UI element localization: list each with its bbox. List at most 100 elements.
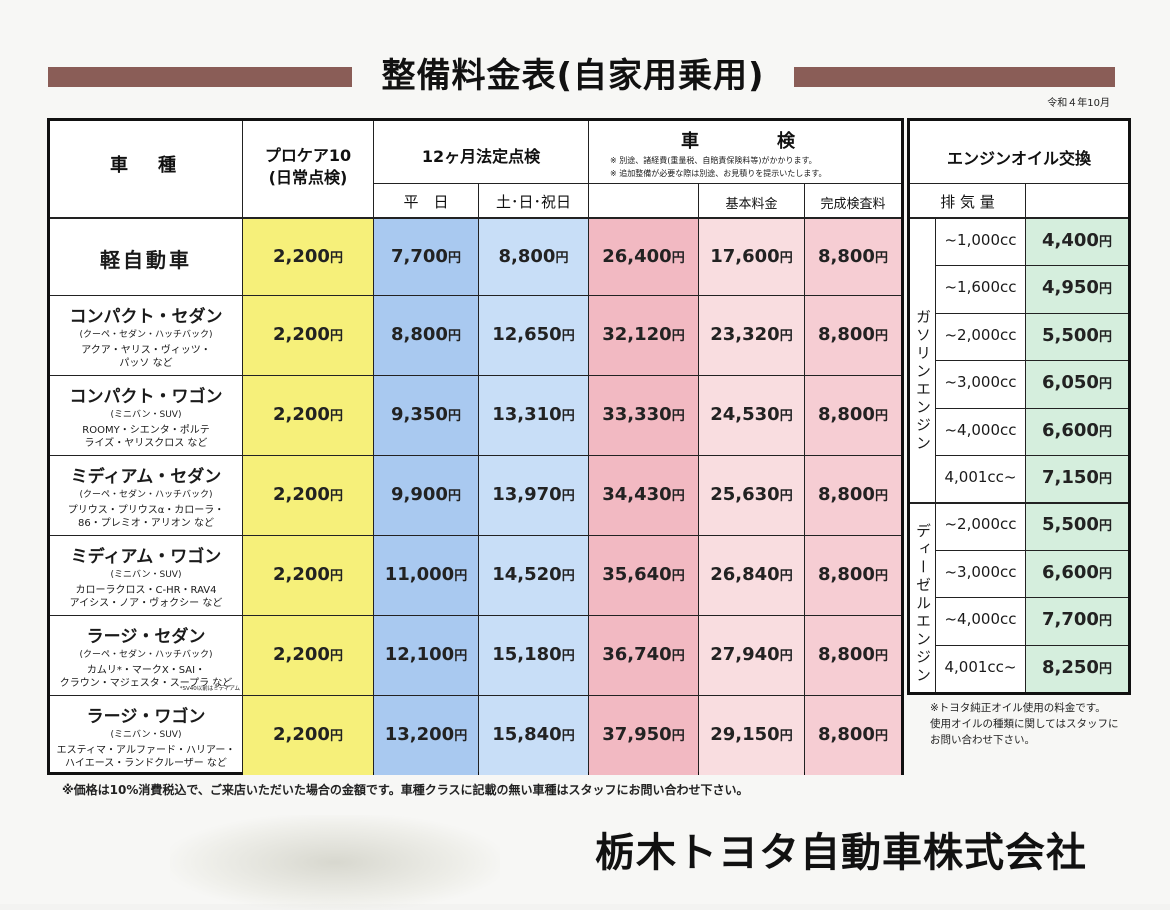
yen-unit: 円 <box>1098 472 1112 487</box>
yen-unit: 円 <box>561 489 575 504</box>
oil-change-header: エンジンオイル交換 <box>946 149 1091 168</box>
yen-unit: 円 <box>561 329 575 344</box>
oil-footnote: ※トヨタ純正オイル使用の料金です。 使用オイルの種類に関してはスタッフに お問い… <box>930 702 1119 746</box>
weekend-price: 13,310円 <box>479 404 588 425</box>
weekend-price: 12,650円 <box>479 324 588 345</box>
price-value: 8,800 <box>818 246 875 267</box>
large-sedan-note: *SV40以前はミディアム <box>179 686 240 692</box>
price-value: 12,100 <box>384 644 455 665</box>
car-class-cell: コンパクト・セダン (クーペ・セダン・ハッチバック) アクア・ヤリス・ヴィッツ・ パ… <box>50 296 242 376</box>
shaken-price: 35,640円 <box>589 564 698 585</box>
yen-unit: 円 <box>671 569 685 584</box>
oil-displacement: ~3,000cc <box>944 373 1017 392</box>
car-class-body-types: (クーペ・セダン・ハッチバック) <box>79 330 213 340</box>
yen-unit: 円 <box>874 251 888 266</box>
base-price: 26,840円 <box>699 564 804 585</box>
car-class-cell: コンパクト・ワゴン (ミニバン・SUV) ROOMY・シエンタ・ポルテ ライズ・ヤリ… <box>50 376 242 456</box>
car-class-body-types: (クーペ・セダン・ハッチバック) <box>79 490 213 500</box>
price-value: 5,500 <box>1042 324 1099 346</box>
oil-displacement: ~3,000cc <box>944 562 1017 581</box>
yen-unit: 円 <box>1098 566 1112 582</box>
price-value: 29,150 <box>710 724 780 745</box>
price-value: 8,250 <box>1042 656 1099 678</box>
shaken-price: 33,330円 <box>589 404 698 425</box>
gasoline-engine-label: ガソリンエンジン <box>914 309 932 453</box>
yen-unit: 円 <box>555 251 569 266</box>
oil-displacement: ~4,000cc <box>944 420 1017 439</box>
price-value: 9,350 <box>391 404 448 425</box>
base-price: 27,940円 <box>699 644 804 665</box>
oil-displacement: ~1,000cc <box>944 231 1017 249</box>
price-value: 8,800 <box>818 324 875 345</box>
yen-unit: 円 <box>671 649 685 664</box>
issue-date: 令和４年10月 <box>1047 98 1110 109</box>
yen-unit: 円 <box>874 649 888 664</box>
weekend-price: 8,800円 <box>479 246 588 267</box>
weekday-price: 12,100円 <box>374 644 478 665</box>
yen-unit: 円 <box>874 409 888 424</box>
shaken-price: 36,740円 <box>589 644 698 665</box>
price-value: 8,800 <box>818 644 875 665</box>
yen-unit: 円 <box>329 649 343 664</box>
price-value: 2,200 <box>273 484 330 505</box>
price-value: 8,800 <box>391 324 448 345</box>
price-value: 35,640 <box>602 564 672 585</box>
procare-price: 2,200円 <box>243 404 373 425</box>
price-value: 6,600 <box>1042 561 1099 583</box>
yen-unit: 円 <box>454 569 468 584</box>
weekday-price: 8,800円 <box>374 324 478 345</box>
oil-price: 6,050円 <box>1026 372 1128 393</box>
completion-price: 8,800円 <box>805 246 901 267</box>
yen-unit: 円 <box>1098 519 1112 535</box>
shaken-note-1: ※ 別途、諸経費(重量税、自賠責保険料等)がかかります。 <box>610 156 817 165</box>
car-class-examples: カローラクロス・C-HR・RAV4 アイシス・ノア・ヴォクシー など <box>69 585 223 609</box>
price-value: 7,150 <box>1042 467 1099 488</box>
price-value: 24,530 <box>710 404 780 425</box>
diesel-engine-label: ディーゼルエンジン <box>914 522 932 685</box>
price-value: 25,630 <box>710 484 780 505</box>
yen-unit: 円 <box>779 729 793 744</box>
price-value: 2,200 <box>273 404 330 425</box>
yen-unit: 円 <box>329 409 343 424</box>
car-class-examples: カムリ*・マークX・SAI・ クラウン・マジェスタ・スープラ など <box>59 665 233 689</box>
car-class-body-types: (ミニバン・SUV) <box>110 410 182 420</box>
completion-price: 8,800円 <box>805 484 901 505</box>
weekday-price: 9,350円 <box>374 404 478 425</box>
yen-unit: 円 <box>779 409 793 424</box>
yen-unit: 円 <box>671 251 685 266</box>
yen-unit: 円 <box>561 729 575 744</box>
car-class-cell: ラージ・セダン (クーペ・セダン・ハッチバック) カムリ*・マークX・SAI・ クラ… <box>50 616 242 696</box>
yen-unit: 円 <box>447 409 461 424</box>
yen-unit: 円 <box>779 251 793 266</box>
procare-column-fill <box>243 218 373 775</box>
tax-footnote: ※価格は10%消費税込で、ご来店いただいた場合の金額です。車種クラスに記載の無い… <box>62 783 749 797</box>
yen-unit: 円 <box>329 329 343 344</box>
base-price: 25,630円 <box>699 484 804 505</box>
photo-glare <box>170 815 500 910</box>
price-value: 4,400 <box>1042 230 1099 251</box>
yen-unit: 円 <box>1098 329 1112 345</box>
weekday-price: 11,000円 <box>374 564 478 585</box>
completion-price: 8,800円 <box>805 724 901 745</box>
price-value: 5,500 <box>1042 514 1099 536</box>
yen-unit: 円 <box>874 489 888 504</box>
oil-price: 4,400円 <box>1026 230 1128 251</box>
yen-unit: 円 <box>561 569 575 584</box>
yen-unit: 円 <box>1098 424 1112 440</box>
car-class-examples: ROOMY・シエンタ・ポルテ ライズ・ヤリスクロス など <box>82 425 210 449</box>
yen-unit: 円 <box>329 569 343 584</box>
price-value: 12,650 <box>492 324 562 345</box>
price-value: 37,950 <box>602 724 672 745</box>
oil-price: 7,150円 <box>1026 467 1128 488</box>
car-class-cell: 軽自動車 <box>50 218 242 298</box>
oil-price: 6,600円 <box>1026 562 1128 583</box>
completion-price: 8,800円 <box>805 564 901 585</box>
procare-price: 2,200円 <box>243 246 373 267</box>
weekday-price: 13,200円 <box>374 724 478 745</box>
yen-unit: 円 <box>561 649 575 664</box>
price-value: 11,000 <box>384 564 455 585</box>
yen-unit: 円 <box>779 649 793 664</box>
price-value: 2,200 <box>273 324 330 345</box>
price-value: 32,120 <box>602 324 672 345</box>
yen-unit: 円 <box>329 729 343 744</box>
